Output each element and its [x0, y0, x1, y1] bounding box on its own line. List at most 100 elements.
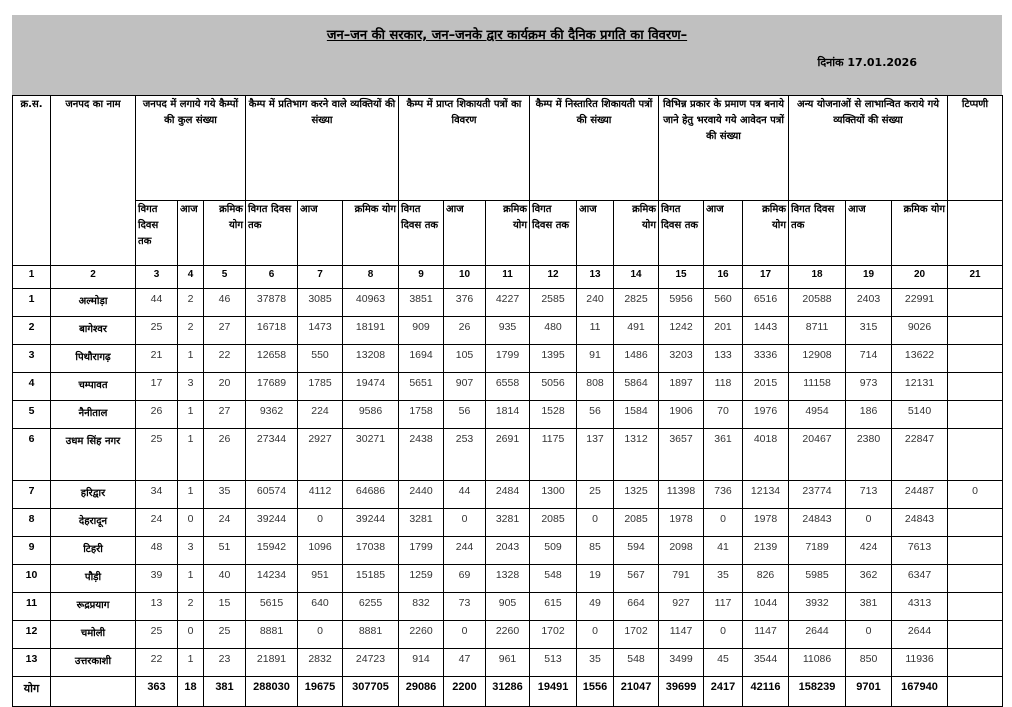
column-number: 8 [342, 265, 399, 289]
value-cell: 4954 [788, 400, 847, 429]
subheader-cumulative: क्रमिक योग [742, 200, 790, 266]
subheader-previous: विगत दिवस तक [658, 200, 705, 266]
column-number: 9 [398, 265, 444, 289]
value-cell: 1175 [529, 428, 578, 481]
column-number: 2 [50, 265, 136, 289]
value-cell: 14234 [245, 564, 298, 593]
column-number: 13 [576, 265, 615, 289]
value-cell: 91 [576, 344, 615, 373]
value-cell: 12908 [788, 344, 847, 373]
value-cell: 56 [576, 400, 615, 429]
value-cell: 0 [703, 620, 744, 649]
value-cell: 40 [203, 564, 246, 593]
value-cell: 615 [529, 592, 578, 621]
value-cell: 5615 [245, 592, 298, 621]
value-cell: 23774 [788, 480, 847, 509]
value-cell: 567 [613, 564, 660, 593]
value-cell: 22 [203, 344, 246, 373]
value-cell: 73 [443, 592, 486, 621]
value-cell: 3544 [742, 648, 790, 677]
header-participants: कैम्प में प्रतिभाग करने वाले व्यक्तियों … [245, 95, 399, 201]
total-remarks [947, 676, 1004, 707]
total-value: 381 [203, 676, 246, 707]
table-row: 3 पिथौरागढ़ 21 1 22 12658 550 13208 1694 105 1799 1… [12, 344, 1004, 373]
district-cell: पिथौरागढ़ [50, 344, 136, 373]
value-cell: 20467 [788, 428, 847, 481]
value-cell: 2 [177, 592, 204, 621]
remarks-cell [947, 536, 1004, 565]
column-number: 18 [788, 265, 847, 289]
value-cell: 253 [443, 428, 486, 481]
value-cell: 3085 [297, 288, 343, 317]
value-cell: 914 [398, 648, 444, 677]
value-cell: 850 [845, 648, 893, 677]
value-cell: 15942 [245, 536, 298, 565]
report-title: जन–जन की सरकार, जन–जनके द्वार कार्यक्रम … [326, 28, 688, 43]
value-cell: 11158 [788, 372, 847, 401]
value-cell: 4018 [742, 428, 790, 481]
value-cell: 11086 [788, 648, 847, 677]
subheader-previous: विगत दिवस तक [135, 200, 178, 266]
value-cell: 17 [135, 372, 178, 401]
table-row: 11 रूद्रप्रयाग 13 2 15 5615 640 6255 832 73 905 615… [12, 592, 1004, 621]
district-cell: बागेश्वर [50, 316, 136, 345]
value-cell: 1976 [742, 400, 790, 429]
value-cell: 133 [703, 344, 744, 373]
table-row: 2 बागेश्वर 25 2 27 16718 1473 18191 909 26 935 480 1… [12, 316, 1004, 345]
value-cell: 2139 [742, 536, 790, 565]
subheader-cumulative: क्रमिक योग [484, 200, 531, 266]
value-cell: 4227 [484, 288, 531, 317]
value-cell: 1325 [613, 480, 660, 509]
column-number: 20 [891, 265, 949, 289]
column-number: 21 [947, 265, 1004, 289]
value-cell: 8881 [245, 620, 298, 649]
total-value: 39699 [658, 676, 705, 707]
value-cell: 64686 [342, 480, 399, 509]
value-cell: 24 [203, 508, 246, 537]
value-cell: 23 [203, 648, 246, 677]
value-cell: 105 [443, 344, 486, 373]
value-cell: 8711 [788, 316, 847, 345]
value-cell: 1978 [658, 508, 705, 537]
subheader-today: आज [177, 200, 204, 266]
value-cell: 1528 [529, 400, 578, 429]
value-cell: 7613 [891, 536, 949, 565]
value-cell: 47 [443, 648, 486, 677]
value-cell: 12131 [891, 372, 949, 401]
remarks-cell [947, 648, 1004, 677]
value-cell: 0 [703, 508, 744, 537]
value-cell: 640 [297, 592, 343, 621]
value-cell: 137 [576, 428, 615, 481]
value-cell: 13208 [342, 344, 399, 373]
column-number: 14 [613, 265, 660, 289]
value-cell: 45 [703, 648, 744, 677]
table-row: 4 चम्पावत 17 3 20 17689 1785 19474 5651 907 6558 50… [12, 372, 1004, 401]
column-number: 3 [135, 265, 178, 289]
value-cell: 6347 [891, 564, 949, 593]
value-cell: 20 [203, 372, 246, 401]
district-cell: देहरादून [50, 508, 136, 537]
value-cell: 905 [484, 592, 531, 621]
value-cell: 2260 [398, 620, 444, 649]
value-cell: 424 [845, 536, 893, 565]
value-cell: 117 [703, 592, 744, 621]
district-cell: पौड़ी [50, 564, 136, 593]
value-cell: 0 [845, 620, 893, 649]
value-cell: 6516 [742, 288, 790, 317]
value-cell: 56 [443, 400, 486, 429]
total-label: योग [12, 676, 51, 707]
value-cell: 240 [576, 288, 615, 317]
value-cell: 0 [443, 620, 486, 649]
subheader-today: आज [297, 200, 343, 266]
value-cell: 3336 [742, 344, 790, 373]
value-cell: 2585 [529, 288, 578, 317]
value-cell: 1 [177, 648, 204, 677]
value-cell: 201 [703, 316, 744, 345]
value-cell: 244 [443, 536, 486, 565]
value-cell: 1758 [398, 400, 444, 429]
value-cell: 1702 [613, 620, 660, 649]
value-cell: 25 [576, 480, 615, 509]
subheader-cumulative: क्रमिक योग [203, 200, 246, 266]
value-cell: 5651 [398, 372, 444, 401]
value-cell: 0 [845, 508, 893, 537]
